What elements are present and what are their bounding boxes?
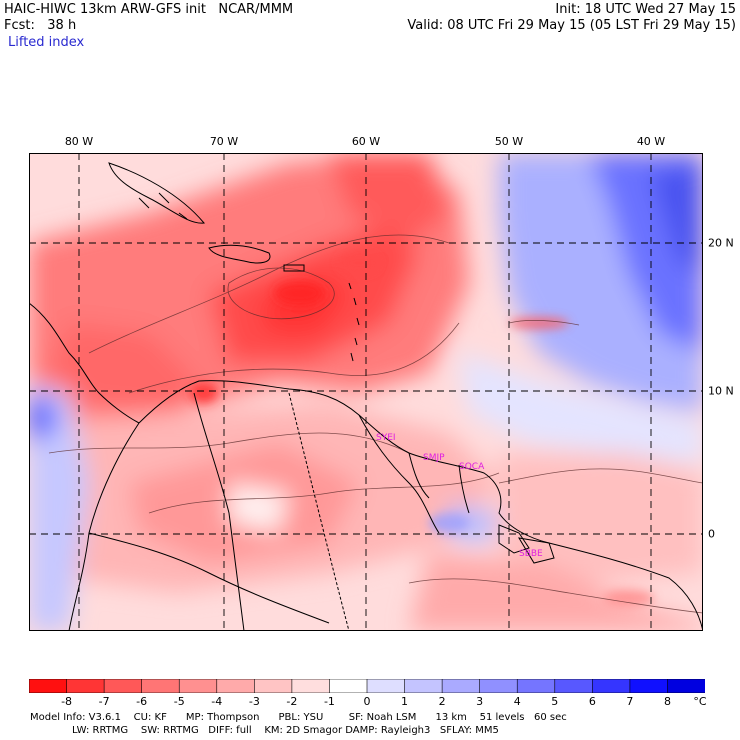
colorbar-tick-label: 3: [476, 695, 484, 708]
colorbar-tick-label: 7: [626, 695, 634, 708]
colorbar-swatch: [254, 679, 293, 693]
lat-label-20n: 20 N: [708, 236, 734, 250]
colorbar-tick-label: -2: [286, 695, 298, 708]
colorbar-tick-label: -1: [323, 695, 335, 708]
colorbar-swatch: [103, 679, 143, 693]
lon-label-40w: 40 W: [636, 135, 666, 148]
colorbar-tick-label: 1: [401, 695, 409, 708]
lifted-index-map: SYEI SMJP SOCA SBBE: [29, 153, 703, 631]
colorbar-tick-label: 5: [551, 695, 559, 708]
shaded-field: SYEI SMJP SOCA SBBE: [29, 153, 703, 631]
colorbar-tick-label: 4: [513, 695, 521, 708]
lon-label-60w: 60 W: [351, 135, 381, 148]
forecast-hour: Fcst: 38 h: [4, 18, 77, 33]
station-smjp: SMJP: [423, 453, 445, 463]
colorbar-tick-label: -3: [248, 695, 260, 708]
station-sbbe: SBBE: [519, 549, 543, 559]
lat-label-0: 0: [708, 527, 715, 541]
colorbar-swatch: [329, 679, 368, 693]
colorbar-tick-label: -5: [173, 695, 185, 708]
model-title: HAIC-HIWC 13km ARW-GFS init NCAR/MMM: [4, 2, 294, 17]
model-info-line1: Model Info: V3.6.1 CU: KF MP: Thompson P…: [30, 712, 567, 723]
colorbar-swatch: [516, 679, 556, 693]
lon-label-50w: 50 W: [494, 135, 524, 148]
init-time: Init: 18 UTC Wed 27 May 15: [555, 2, 736, 17]
model-info-line2: LW: RRTMG SW: RRTMG DIFF: full KM: 2D Sm…: [72, 725, 499, 736]
colorbar-tick-label: -7: [98, 695, 110, 708]
lon-label-70w: 70 W: [209, 135, 239, 148]
colorbar-unit: °C: [693, 695, 707, 708]
valid-time: Valid: 08 UTC Fri 29 May 15 (05 LST Fri …: [407, 18, 736, 33]
colorbar-swatch: [554, 679, 594, 693]
colorbar-swatch: [441, 679, 481, 693]
station-syei: SYEI: [376, 433, 396, 443]
colorbar-swatch: [479, 679, 519, 693]
colorbar-tick-label: 2: [438, 695, 446, 708]
colorbar-swatch: [216, 679, 256, 693]
colorbar-swatch: [66, 679, 105, 693]
colorbar-swatch: [366, 679, 406, 693]
colorbar-swatch: [404, 679, 443, 693]
colorbar-swatch: [29, 679, 68, 693]
station-soca: SOCA: [459, 462, 485, 472]
lon-label-80w: 80 W: [64, 135, 94, 148]
colorbar-swatch: [291, 679, 331, 693]
colorbar-swatch: [629, 679, 669, 693]
colorbar-tick-label: 8: [663, 695, 671, 708]
lat-label-10n: 10 N: [708, 384, 734, 398]
colorbar-swatch: [141, 679, 181, 693]
colorbar-tick-label: -8: [61, 695, 73, 708]
colorbar-swatch: [178, 679, 218, 693]
colorbar: [29, 679, 705, 693]
colorbar-tick-label: 0: [363, 695, 371, 708]
colorbar-tick-label: -4: [211, 695, 223, 708]
colorbar-swatch: [592, 679, 631, 693]
colorbar-tick-label: -6: [136, 695, 148, 708]
colorbar-swatch: [667, 679, 705, 693]
field-name: Lifted index: [8, 35, 85, 50]
colorbar-tick-label: 6: [588, 695, 596, 708]
